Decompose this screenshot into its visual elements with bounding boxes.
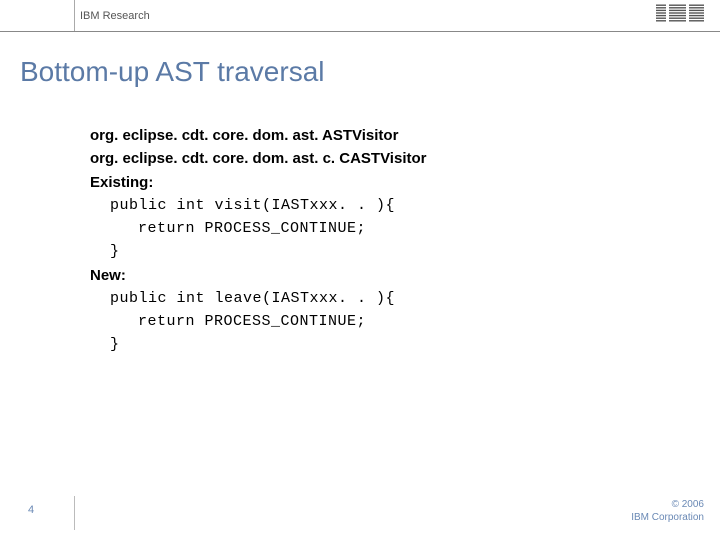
new-signature: public int leave(IASTxxx. . ){ [90, 287, 720, 310]
header-label: IBM Research [80, 10, 150, 22]
new-label: New: [90, 264, 720, 287]
content-line-1: org. eclipse. cdt. core. dom. ast. ASTVi… [90, 124, 720, 147]
slide-title: Bottom-up AST traversal [20, 56, 720, 88]
footer: 4 © 2006 IBM Corporation [0, 496, 720, 530]
existing-signature: public int visit(IASTxxx. . ){ [90, 194, 720, 217]
slide-content: org. eclipse. cdt. core. dom. ast. ASTVi… [90, 124, 720, 357]
copyright: © 2006 IBM Corporation [631, 498, 704, 524]
page-number: 4 [28, 504, 34, 516]
footer-divider [74, 496, 75, 530]
header-bar: IBM Research [0, 0, 720, 32]
copyright-line-1: © 2006 [631, 498, 704, 511]
content-line-2: org. eclipse. cdt. core. dom. ast. c. CA… [90, 147, 720, 170]
header-divider [74, 0, 75, 31]
existing-label: Existing: [90, 171, 720, 194]
existing-body: return PROCESS_CONTINUE; [90, 217, 720, 240]
new-body: return PROCESS_CONTINUE; [90, 310, 720, 333]
new-close: } [90, 333, 720, 356]
copyright-line-2: IBM Corporation [631, 511, 704, 524]
existing-close: } [90, 240, 720, 263]
ibm-logo-icon [656, 4, 704, 27]
